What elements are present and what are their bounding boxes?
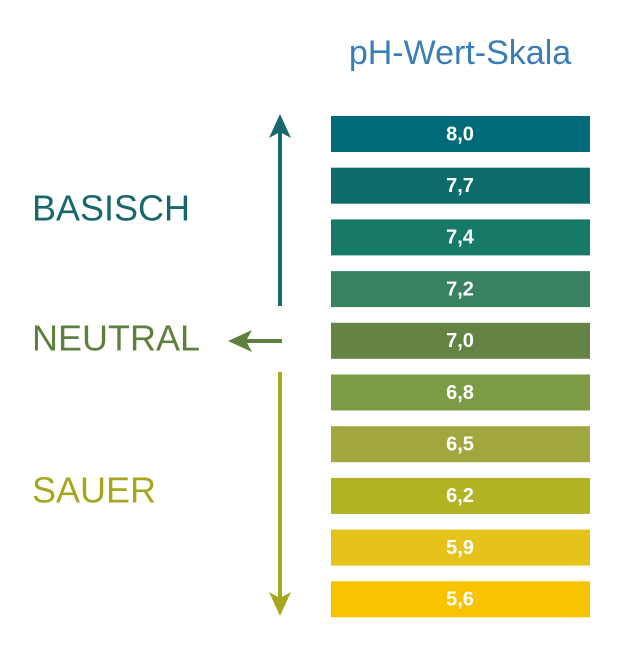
scale-bar (331, 477, 590, 514)
scale-label: 8,0 (446, 123, 474, 145)
scale-label: 7,0 (446, 330, 474, 352)
scale-bar (331, 167, 590, 204)
arrow-head (269, 114, 291, 138)
scale-bar (331, 426, 590, 463)
zone-label: NEUTRAL (32, 318, 200, 359)
scale-label: 6,8 (446, 382, 474, 404)
scale-bar (331, 322, 590, 359)
zone-label: BASISCH (32, 188, 190, 229)
scale-bar (331, 219, 590, 256)
scale-bar (331, 116, 590, 152)
scale-label: 7,2 (446, 278, 474, 300)
scale-label: 5,9 (446, 537, 474, 559)
zone-label: SAUER (32, 470, 156, 511)
scale-bar (331, 271, 590, 308)
scale-label: 6,2 (446, 485, 474, 507)
arrow-head (269, 592, 291, 616)
scale-label: 7,4 (446, 227, 475, 249)
arrow-head (228, 330, 252, 352)
scale-label: 6,5 (446, 433, 474, 455)
scale-bar (331, 581, 590, 618)
title: pH-Wert-Skala (349, 34, 571, 72)
scale-bar (331, 529, 590, 566)
scale-bar (331, 374, 590, 411)
scale-label: 5,6 (446, 589, 474, 611)
scale-label: 7,7 (446, 175, 474, 197)
